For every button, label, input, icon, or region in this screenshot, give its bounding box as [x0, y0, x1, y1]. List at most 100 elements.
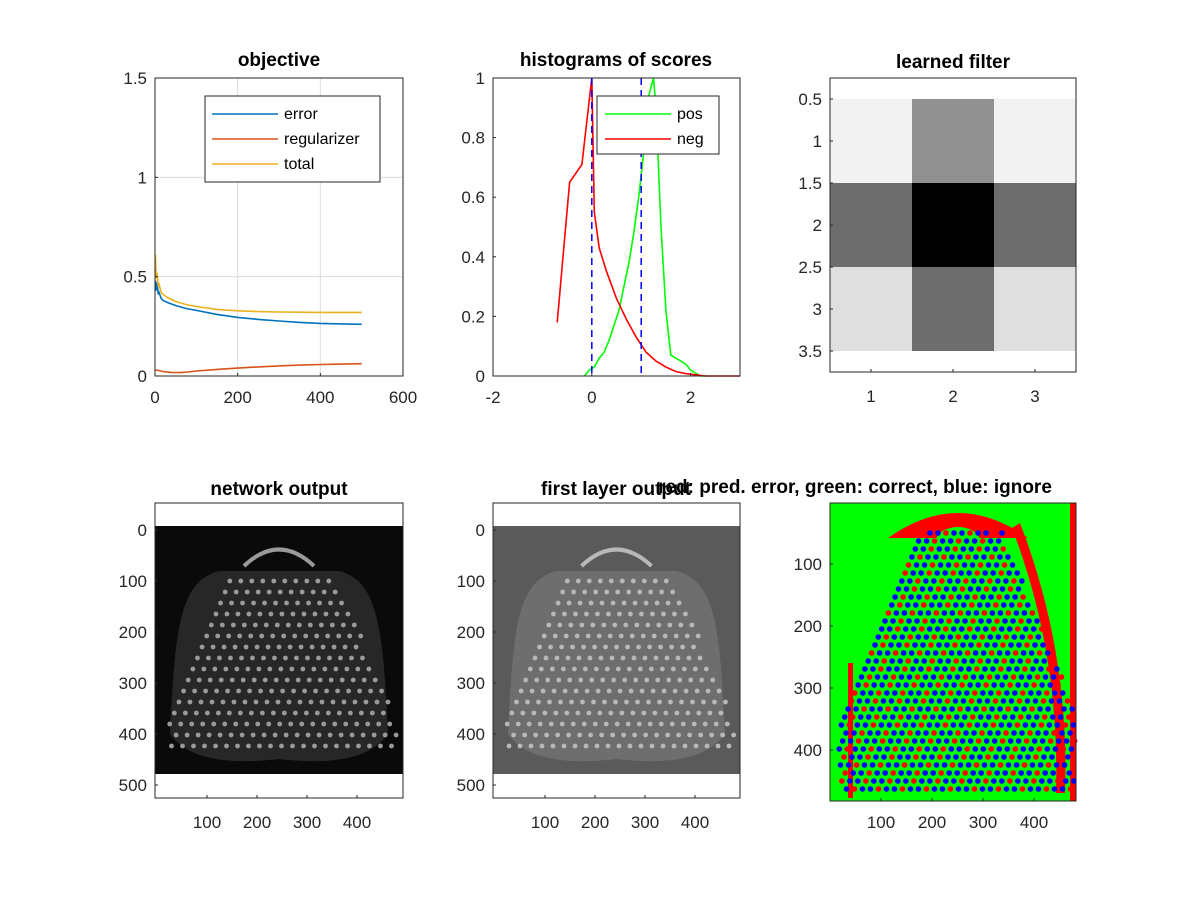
pattern-dot: [604, 589, 610, 595]
prediction-dot: [1038, 626, 1045, 632]
prediction-dot: [933, 706, 939, 712]
pattern-dot: [225, 688, 231, 694]
prediction-dot: [920, 642, 926, 648]
pattern-dot: [566, 600, 572, 606]
prediction-dot: [947, 786, 954, 792]
pattern-dot: [639, 688, 645, 694]
prediction-dot: [905, 754, 911, 760]
filter-cells: [830, 99, 1076, 351]
y-tick-label: 1: [138, 168, 147, 187]
prediction-dot: [1047, 738, 1054, 744]
pattern-dot: [271, 578, 277, 584]
prediction-dot: [924, 594, 930, 600]
prediction-dot: [954, 674, 961, 680]
pattern-dot: [621, 732, 627, 738]
prediction-dot: [918, 570, 924, 576]
pattern-dot: [287, 644, 293, 650]
prediction-dot: [992, 698, 999, 704]
prediction-dot: [963, 786, 970, 792]
prediction-dot: [899, 786, 906, 792]
filter-cell: [994, 99, 1076, 183]
prediction-dot: [1007, 738, 1014, 744]
pattern-dot: [633, 677, 639, 683]
prediction-dot: [930, 618, 936, 624]
prediction-dot: [930, 674, 937, 680]
pattern-dot: [288, 589, 294, 595]
prediction-dot: [979, 786, 986, 792]
pattern-dot: [707, 710, 713, 716]
prediction-dot: [916, 746, 923, 752]
prediction-dot: [862, 722, 869, 728]
prediction-dot: [885, 706, 891, 712]
pattern-dot: [636, 721, 642, 727]
prediction-dot: [890, 770, 896, 776]
x-tick-label: -2: [485, 388, 500, 407]
prediction-dot: [947, 730, 953, 736]
prediction-dot: [919, 682, 925, 688]
prediction-dot: [1001, 562, 1008, 568]
prediction-dot: [865, 714, 872, 720]
pattern-dot: [281, 710, 287, 716]
x-tick-label: 100: [867, 813, 895, 832]
prediction-dot: [859, 786, 866, 792]
prediction-dot: [905, 714, 912, 720]
objective-ticks: 0 200 400 600 0 0.5 1 1.5: [123, 69, 417, 407]
prediction-dot: [1036, 746, 1043, 752]
pattern-dot: [563, 633, 569, 639]
prediction-dot: [927, 586, 934, 592]
prediction-dot: [995, 634, 1002, 640]
pattern-dot: [270, 710, 276, 716]
pattern-dot: [581, 721, 587, 727]
pattern-dot: [352, 699, 358, 705]
pattern-dot: [295, 600, 300, 606]
prediction-dot: [919, 530, 925, 536]
prediction-dot: [934, 570, 940, 576]
prediction-dot: [885, 762, 892, 768]
pattern-dot: [303, 633, 309, 639]
prediction-dot: [1033, 754, 1039, 760]
prediction-dot: [955, 634, 962, 640]
prediction-dot: [894, 722, 901, 728]
pattern-dot: [709, 732, 715, 738]
pattern-dot: [691, 721, 697, 727]
histogram-ticks: -2 0 200.20.40.60.81: [461, 69, 695, 407]
prediction-dot: [933, 554, 939, 560]
prediction-dot: [941, 706, 947, 712]
pattern-dot: [302, 688, 307, 694]
prediction-dot: [1004, 650, 1011, 656]
pattern-dot: [595, 611, 600, 617]
prediction-dot: [1029, 706, 1035, 712]
prediction-dot: [915, 538, 922, 544]
garment-silhouette: [170, 571, 388, 762]
pattern-dot: [361, 677, 367, 683]
prediction-dot: [968, 546, 975, 552]
prediction-dot: [902, 722, 909, 728]
prediction-dot: [943, 738, 950, 744]
prediction-dot: [985, 714, 992, 720]
pattern-dot: [265, 644, 271, 650]
prediction-dot: [947, 578, 953, 584]
pattern-dot: [532, 655, 538, 661]
prediction-dot: [964, 746, 971, 752]
prediction-dot: [973, 610, 980, 616]
image-background: [493, 526, 740, 774]
prediction-dot: [937, 562, 944, 568]
pattern-dot: [630, 710, 636, 716]
prediction-dot: [906, 770, 912, 776]
x-tick-label: 400: [1020, 813, 1048, 832]
prediction-dot: [1055, 778, 1061, 784]
pattern-dot: [600, 677, 606, 683]
prediction-dot: [886, 626, 893, 632]
prediction-dot: [1009, 754, 1015, 760]
pattern-dot: [552, 633, 558, 639]
pattern-dot: [321, 721, 327, 727]
prediction-dot: [877, 706, 883, 712]
prediction-dot: [850, 770, 856, 776]
pattern-dot: [698, 732, 704, 738]
series-line-regularizer: [155, 362, 362, 374]
prediction-dot: [980, 594, 986, 600]
prediction-dot: [897, 714, 904, 720]
pattern-dot: [328, 677, 334, 683]
pattern-dot: [662, 633, 668, 639]
prediction-dot: [924, 746, 931, 752]
